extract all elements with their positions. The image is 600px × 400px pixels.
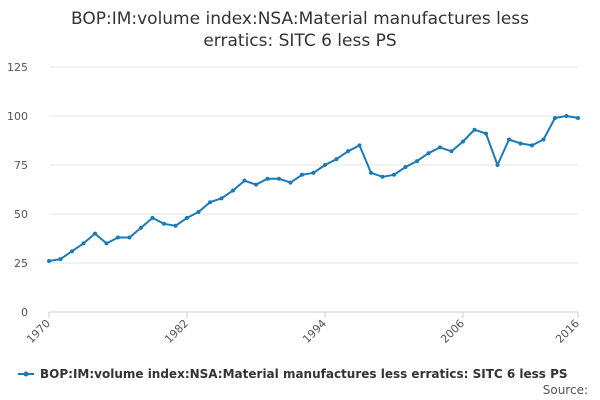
data-point[interactable]: [334, 157, 339, 162]
x-tick-label: 1982: [162, 317, 191, 346]
y-tick-label: 25: [14, 257, 28, 270]
data-point[interactable]: [185, 215, 189, 220]
y-tick-label: 0: [21, 306, 28, 319]
data-point[interactable]: [219, 196, 224, 201]
y-tick-label: 50: [14, 208, 28, 221]
x-tick-label: 1970: [24, 317, 53, 346]
data-point[interactable]: [127, 235, 132, 240]
data-point[interactable]: [564, 114, 569, 118]
data-point[interactable]: [93, 231, 97, 236]
data-point[interactable]: [58, 257, 63, 262]
chart-title-line-1: BOP:IM:volume index:NSA:Material manufac…: [71, 9, 529, 29]
data-point[interactable]: [311, 170, 316, 175]
data-point[interactable]: [495, 163, 500, 167]
data-point[interactable]: [553, 115, 557, 120]
data-point[interactable]: [242, 178, 247, 183]
data-point[interactable]: [357, 143, 362, 148]
source-label: Source:: [543, 383, 588, 397]
data-point[interactable]: [70, 249, 74, 254]
data-point[interactable]: [392, 172, 396, 177]
y-tick-label: 125: [7, 61, 28, 74]
chart-title-line-2: erratics: SITC 6 less PS: [203, 31, 396, 51]
legend-marker-icon: [23, 371, 29, 377]
data-point[interactable]: [196, 210, 201, 215]
data-point[interactable]: [541, 137, 546, 142]
data-point[interactable]: [530, 143, 534, 148]
data-point[interactable]: [288, 180, 293, 185]
data-point[interactable]: [265, 176, 270, 181]
data-point[interactable]: [150, 215, 155, 220]
data-point[interactable]: [518, 141, 523, 146]
data-point[interactable]: [47, 259, 51, 264]
data-point[interactable]: [484, 131, 488, 136]
x-tick-label: 2006: [438, 317, 467, 346]
data-point[interactable]: [369, 170, 373, 175]
data-point[interactable]: [576, 115, 580, 120]
data-point[interactable]: [472, 127, 477, 132]
data-point[interactable]: [208, 200, 212, 205]
data-point[interactable]: [162, 221, 166, 226]
data-point[interactable]: [104, 241, 109, 246]
y-axis-ticks: 0 25 50 75 100 125: [7, 61, 28, 319]
data-point[interactable]: [277, 176, 281, 181]
series-line: [48, 115, 579, 262]
data-point[interactable]: [173, 223, 178, 228]
data-point[interactable]: [438, 145, 442, 150]
data-point[interactable]: [254, 182, 258, 187]
data-point[interactable]: [449, 149, 454, 154]
data-point[interactable]: [380, 174, 385, 179]
legend[interactable]: BOP:IM:volume index:NSA:Material manufac…: [18, 367, 568, 381]
series-layer: [47, 114, 580, 264]
data-point[interactable]: [346, 149, 350, 154]
data-point[interactable]: [507, 137, 511, 142]
y-tick-label: 100: [7, 110, 28, 123]
x-tick-label: 1994: [300, 317, 329, 346]
data-point[interactable]: [323, 163, 327, 167]
data-point[interactable]: [116, 235, 120, 240]
data-point[interactable]: [461, 139, 465, 144]
data-point[interactable]: [300, 172, 304, 177]
x-axis-ticks: 1970 1982 1994 2006 2016: [24, 312, 582, 346]
data-point[interactable]: [403, 164, 408, 169]
data-point[interactable]: [231, 188, 235, 193]
data-point[interactable]: [415, 159, 419, 164]
legend-label: BOP:IM:volume index:NSA:Material manufac…: [40, 367, 568, 381]
x-tick-label: 2016: [553, 317, 582, 346]
gridlines: [49, 66, 578, 264]
y-tick-label: 75: [14, 159, 28, 172]
data-point[interactable]: [81, 241, 86, 246]
data-point[interactable]: [426, 151, 431, 156]
data-point[interactable]: [139, 225, 143, 230]
